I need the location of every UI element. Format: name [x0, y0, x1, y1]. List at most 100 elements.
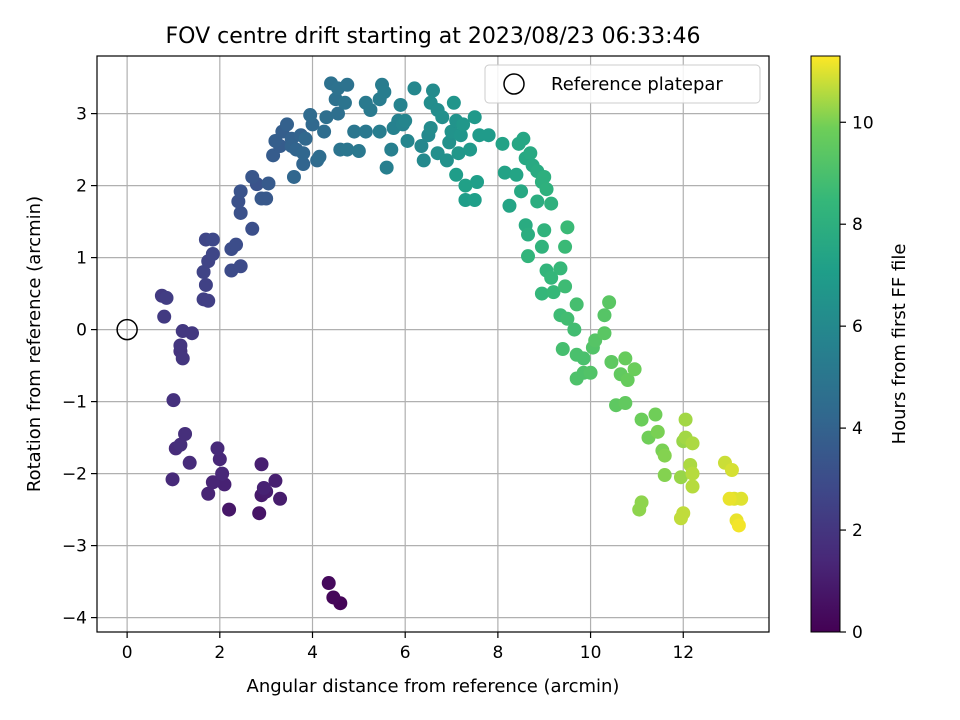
data-point [439, 153, 454, 168]
data-point [372, 124, 387, 139]
data-point [165, 472, 180, 487]
data-point [273, 491, 288, 506]
data-point [298, 131, 313, 146]
data-point [523, 146, 538, 161]
data-point [254, 457, 269, 472]
data-point [722, 491, 737, 506]
data-point [560, 311, 575, 326]
y-tick-label: 2 [76, 177, 87, 197]
data-point [597, 326, 612, 341]
colorbar-tick-label: 2 [852, 521, 863, 541]
data-point [201, 486, 216, 501]
data-point [233, 259, 248, 274]
y-axis-label: Rotation from reference (arcmin) [24, 196, 45, 492]
data-point [379, 160, 394, 175]
data-point [627, 362, 642, 377]
data-point [166, 393, 181, 408]
data-point [196, 265, 211, 279]
data-point [467, 110, 482, 125]
data-point [229, 237, 244, 252]
reference-marker [116, 318, 138, 341]
data-point [467, 193, 482, 207]
x-axis-ticks: 0 2 4 6 8 10 12 [122, 632, 694, 663]
y-tick-label: 0 [76, 321, 87, 341]
x-tick-label: 6 [400, 643, 411, 663]
data-point [326, 590, 341, 605]
data-point [546, 285, 561, 300]
data-point [159, 290, 174, 305]
x-tick-label: 4 [307, 643, 318, 663]
data-point [544, 270, 559, 285]
data-point [632, 502, 647, 517]
data-point [312, 149, 327, 164]
y-tick-label: 3 [76, 105, 87, 125]
data-point [453, 128, 468, 143]
data-point [252, 506, 267, 521]
data-point [685, 466, 700, 481]
data-point [555, 342, 570, 357]
colorbar-tick-label: 6 [852, 317, 863, 337]
colorbar-tick-label: 10 [852, 113, 874, 133]
data-point [358, 124, 373, 139]
data-point [620, 373, 635, 387]
data-point [569, 297, 584, 312]
data-point [734, 491, 749, 506]
data-point [521, 249, 536, 264]
colorbar-tick-label: 4 [852, 419, 863, 439]
data-point [558, 279, 573, 294]
data-point [416, 153, 431, 168]
data-point [497, 165, 512, 180]
data-point [456, 117, 471, 132]
data-point [516, 131, 531, 146]
legend-box [484, 64, 761, 104]
data-point [245, 221, 260, 236]
data-point [286, 169, 301, 184]
data-point [634, 412, 649, 427]
data-point [215, 466, 230, 481]
x-axis-label: Angular distance from reference (arcmin) [247, 676, 620, 697]
data-point [673, 511, 688, 526]
data-point [451, 146, 466, 161]
data-point [256, 481, 271, 495]
data-point [673, 470, 688, 485]
data-point [648, 407, 663, 422]
data-point [724, 463, 739, 477]
data-point [173, 338, 188, 353]
data-point [398, 113, 413, 128]
data-point [261, 176, 276, 191]
data-point [458, 178, 473, 193]
data-point [481, 128, 496, 143]
data-point [685, 436, 700, 451]
data-point [337, 95, 352, 110]
y-axis-ticks: −4 −3 −2 −1 0 1 2 3 [62, 105, 97, 629]
colorbar-ticks: 0 2 4 6 8 10 [840, 113, 874, 643]
data-point [201, 293, 216, 308]
data-point [303, 108, 318, 123]
y-tick-label: 1 [76, 249, 87, 269]
data-point [731, 518, 746, 533]
data-point [233, 184, 248, 199]
data-point [198, 277, 213, 292]
legend-entry-label: Reference platepar [551, 74, 723, 95]
data-point [514, 184, 529, 199]
data-point [259, 191, 274, 206]
data-point [558, 239, 573, 254]
data-point [435, 110, 450, 125]
data-point [604, 355, 619, 369]
data-point [245, 169, 260, 184]
reference-point-icon [116, 318, 138, 341]
data-point [217, 477, 232, 492]
y-tick-label: −1 [62, 393, 87, 413]
data-point [340, 77, 355, 92]
y-tick-label: −4 [62, 609, 87, 629]
data-point [414, 139, 429, 153]
x-tick-label: 0 [122, 643, 133, 663]
data-point [502, 198, 517, 213]
data-point [618, 396, 633, 411]
data-point [463, 142, 478, 157]
data-point [618, 351, 633, 366]
data-point [205, 247, 220, 261]
data-point [685, 479, 700, 494]
colorbar-label: Hours from first FF file [889, 244, 910, 445]
